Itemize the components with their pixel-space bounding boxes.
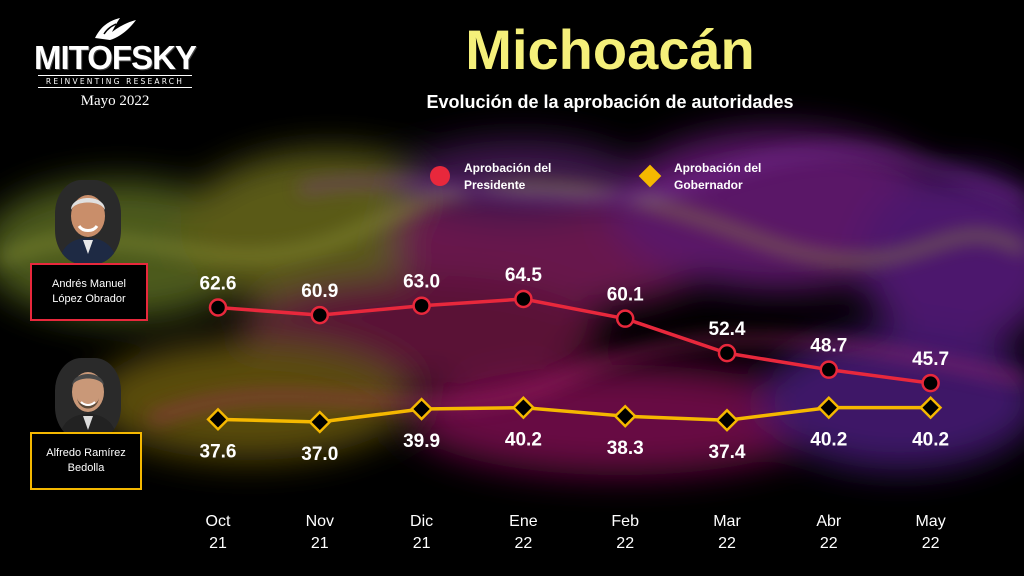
governor-value-label: 40.2 (912, 430, 949, 451)
governor-point (715, 408, 739, 432)
x-tick-label: Dic (410, 513, 433, 530)
x-tick-label: Ene (509, 513, 538, 530)
page-subtitle: Evolución de la aprobación de autoridade… (426, 92, 794, 112)
president-value-label: 64.5 (505, 265, 542, 286)
governor-name-box: Alfredo Ramírez Bedolla (30, 432, 142, 490)
governor-value-label: 37.0 (301, 444, 338, 465)
governor-value-label: 37.4 (709, 442, 746, 463)
x-tick-label: 22 (515, 535, 533, 552)
president-point (615, 309, 635, 328)
governor-point (613, 404, 637, 428)
x-tick-label: Nov (306, 513, 334, 530)
president-value-label: 52.4 (709, 319, 746, 340)
series-line (217, 405, 931, 424)
president-value-label: 62.6 (200, 273, 237, 294)
president-point (514, 289, 533, 309)
report-date: Mayo 2022 (80, 93, 150, 109)
governor-name-line1: Alfredo Ramírez (46, 447, 126, 459)
president-point (717, 343, 737, 363)
governor-value-label: 37.6 (200, 441, 237, 462)
governor-point (918, 396, 943, 420)
mitofsky-logo: MITOFSKY REINVENTING RESEARCH Mayo 2022 (30, 14, 200, 110)
president-value-label: 45.7 (912, 349, 949, 370)
president-point (310, 305, 330, 325)
president-value-label: 63.0 (403, 272, 440, 293)
president-avatar-icon (55, 180, 121, 264)
brand-name: MITOFSKY (34, 39, 197, 76)
governor-point (308, 410, 332, 434)
brand-tagline: REINVENTING RESEARCH (38, 75, 192, 88)
x-tick-label: Abr (816, 513, 842, 530)
governor-point (511, 396, 536, 420)
governor-value-label: 39.9 (403, 431, 440, 452)
legend-label: Aprobación del (464, 161, 551, 175)
president-name-line2: López Obrador (52, 293, 126, 305)
governor-value-label: 40.2 (810, 430, 847, 451)
governor-point (409, 397, 434, 421)
x-tick-label: Mar (713, 513, 741, 530)
legend-label: Presidente (464, 178, 526, 192)
legend-label: Gobernador (674, 178, 743, 192)
governor-point (817, 396, 841, 420)
x-tick-label: 22 (922, 535, 940, 552)
governor-point (206, 407, 230, 431)
president-value-label: 60.9 (301, 281, 338, 302)
legend-label: Aprobación del (674, 161, 761, 175)
president-point (921, 373, 940, 393)
president-value-label: 48.7 (810, 336, 847, 357)
x-tick-label: Feb (611, 513, 639, 530)
x-tick-label: 22 (820, 535, 838, 552)
president-value-label: 60.1 (607, 285, 644, 306)
series-line (217, 297, 931, 385)
logo-bird-icon (95, 18, 136, 40)
president-point (412, 296, 431, 315)
x-tick-label: 22 (616, 535, 634, 552)
president-photo (55, 180, 121, 264)
president-name-line1: Andrés Manuel (52, 278, 126, 290)
governor-value-label: 38.3 (607, 438, 644, 459)
x-tick-label: Oct (206, 513, 231, 530)
president-name-box: Andrés Manuel López Obrador (30, 263, 148, 321)
x-tick-label: 22 (718, 535, 736, 552)
x-tick-label: 21 (413, 535, 431, 552)
page-title: Michoacán (465, 18, 755, 81)
legend-marker-president (430, 166, 450, 186)
x-tick-label: May (915, 513, 945, 530)
legend-marker-governor (638, 164, 662, 188)
president-point (819, 360, 839, 379)
governor-name-line2: Bedolla (67, 462, 105, 474)
x-tick-label: 21 (311, 535, 329, 552)
president-point (208, 298, 228, 317)
governor-value-label: 40.2 (505, 430, 542, 451)
x-tick-label: 21 (209, 535, 227, 552)
